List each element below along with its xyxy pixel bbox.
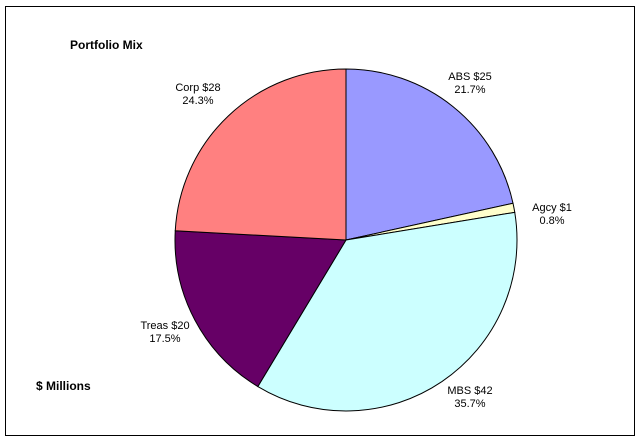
pie-slice-mbs	[257, 211, 518, 412]
units-note: $ Millions	[36, 379, 91, 393]
chart-title: Portfolio Mix	[70, 38, 143, 52]
slice-percent-label-treas: 17.5%	[149, 333, 180, 345]
slice-value-label-corp: Corp $28	[175, 82, 220, 94]
slice-value-label-treas: Treas $20	[140, 320, 189, 332]
pie-slice-corp	[174, 68, 347, 241]
slice-percent-label-mbs: 35.7%	[454, 398, 485, 410]
slice-value-label-abs: ABS $25	[448, 71, 491, 83]
pie-slices	[174, 68, 518, 412]
slice-value-label-mbs: MBS $42	[447, 385, 492, 397]
slice-percent-label-corp: 24.3%	[182, 95, 213, 107]
slice-value-label-agcy: Agcy $1	[532, 202, 572, 214]
slice-percent-label-agcy: 0.8%	[539, 215, 564, 227]
slice-percent-label-abs: 21.7%	[454, 84, 485, 96]
pie-slice-abs	[345, 68, 514, 241]
pie-slice-treas	[174, 230, 347, 388]
